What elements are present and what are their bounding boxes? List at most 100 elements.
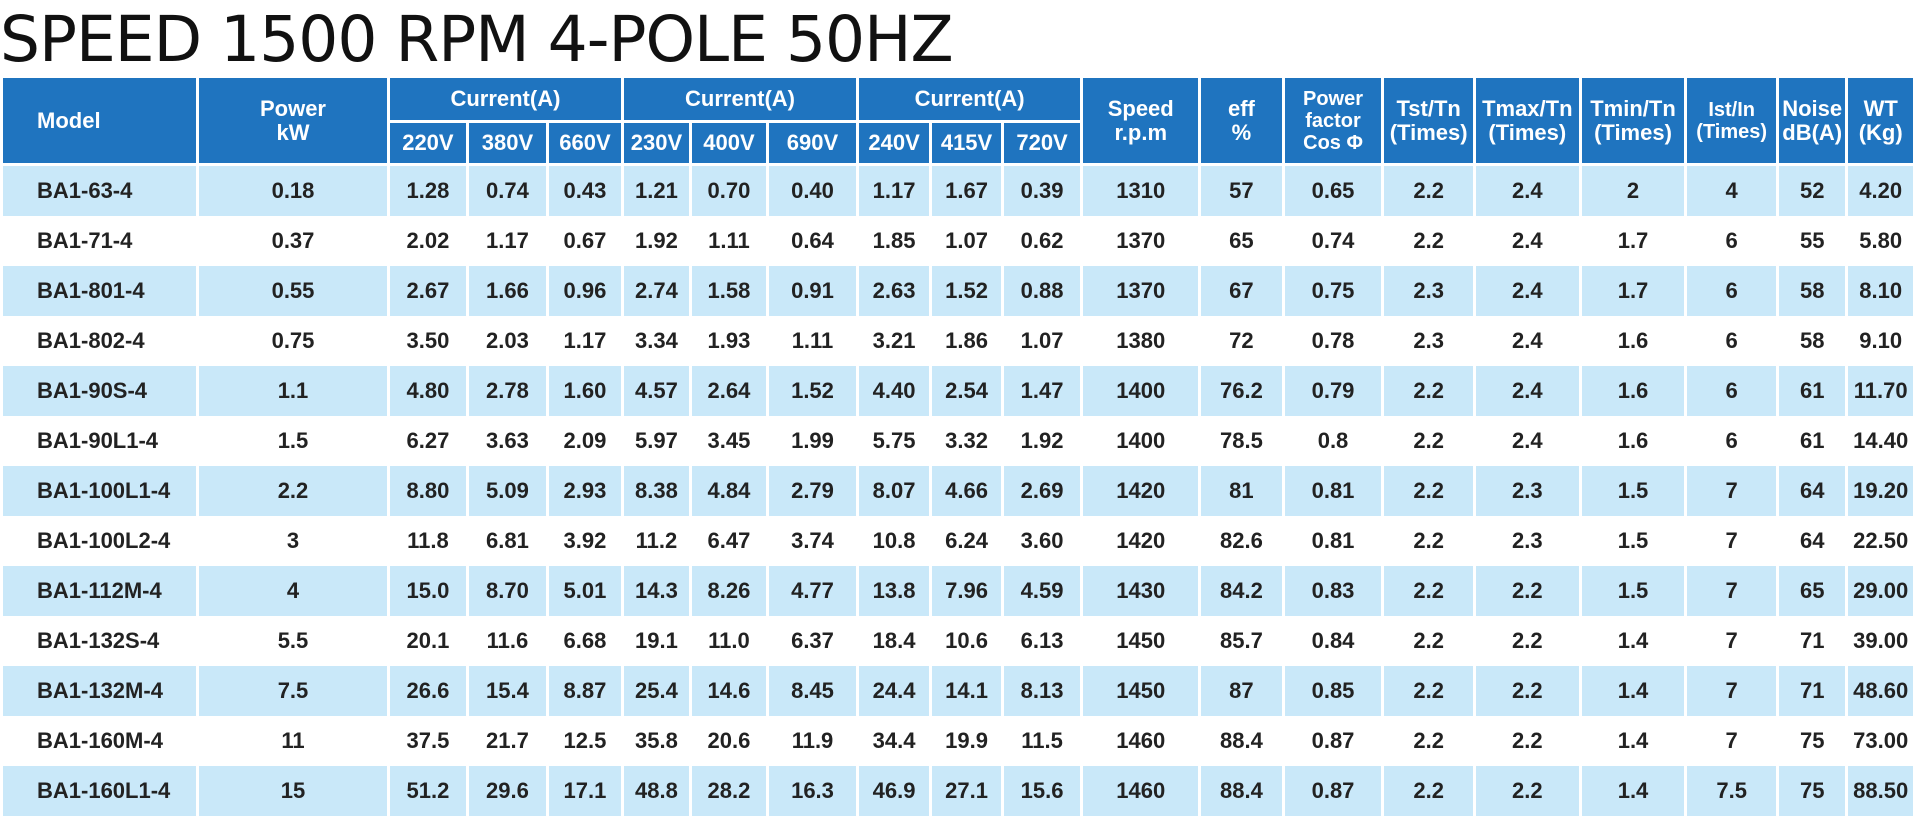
cell-weight-kg: 39.00 [1848,616,1913,666]
cell-current-220v: 2.02 [389,216,467,266]
header-wt: WT (Kg) [1848,78,1913,163]
header-ist: Ist/In (Times) [1687,78,1776,163]
cell-tst-tn: 2.3 [1384,266,1473,316]
cell-current-380v: 2.03 [469,316,546,366]
cell-power-factor: 0.81 [1284,466,1382,516]
cell-current-720v: 11.5 [1003,716,1081,766]
cell-tmax-tn: 2.4 [1475,416,1579,466]
cell-power-kw: 1.1 [199,366,387,416]
cell-tmax-tn: 2.4 [1475,216,1579,266]
cell-tmax-tn: 2.4 [1475,316,1579,366]
cell-tmin-tn: 1.5 [1581,566,1685,616]
cell-current-400v: 11.0 [691,616,767,666]
cell-current-720v: 15.6 [1003,766,1081,816]
header-voltage: 240V [858,120,930,163]
cell-ist-in: 6 [1687,216,1776,266]
cell-current-240v: 46.9 [858,766,930,816]
cell-weight-kg: 48.60 [1848,666,1913,716]
cell-current-400v: 20.6 [691,716,767,766]
header-pf-line2: factor [1305,109,1361,132]
cell-ist-in: 7.5 [1687,766,1776,816]
cell-efficiency: 78.5 [1201,416,1282,466]
cell-current-240v: 34.4 [858,716,930,766]
cell-power-factor: 0.8 [1284,416,1382,466]
cell-tmin-tn: 1.5 [1581,516,1685,566]
cell-tst-tn: 2.2 [1384,216,1473,266]
cell-power-factor: 0.78 [1284,316,1382,366]
header-wt-label: WT [1863,95,1898,121]
cell-current-220v: 26.6 [389,666,467,716]
header-power: Power kW [199,78,387,163]
cell-noise-dba: 65 [1778,566,1846,616]
cell-current-720v: 6.13 [1003,616,1081,666]
cell-current-415v: 6.24 [932,516,1001,566]
cell-current-720v: 4.59 [1003,566,1081,616]
cell-current-220v: 1.28 [389,163,467,216]
header-tmax-unit: (Times) [1488,119,1567,145]
cell-tmax-tn: 2.4 [1475,366,1579,416]
cell-efficiency: 88.4 [1201,716,1282,766]
cell-current-415v: 2.54 [932,366,1001,416]
cell-ist-in: 7 [1687,666,1776,716]
table-row: BA1-90S-4 1.1 4.80 2.78 1.60 4.57 2.64 1.52 4.40… [3,366,1913,416]
cell-power-factor: 0.83 [1284,566,1382,616]
header-pf-line1: Power [1302,87,1364,110]
cell-current-720v: 1.92 [1003,416,1081,466]
cell-tst-tn: 2.2 [1384,666,1473,716]
cell-noise-dba: 61 [1778,416,1846,466]
cell-tmin-tn: 1.7 [1581,266,1685,316]
cell-current-415v: 3.32 [932,416,1001,466]
cell-power-kw: 11 [199,716,387,766]
cell-noise-dba: 61 [1778,366,1846,416]
cell-noise-dba: 71 [1778,616,1846,666]
cell-ist-in: 6 [1687,416,1776,466]
cell-current-415v: 7.96 [932,566,1001,616]
cell-power-factor: 0.85 [1284,666,1382,716]
cell-current-230v: 2.74 [624,266,689,316]
header-tmax-label: Tmax/Tn [1482,95,1573,121]
cell-speed-rpm: 1450 [1083,666,1199,716]
cell-current-400v: 1.58 [691,266,767,316]
cell-current-380v: 5.09 [469,466,546,516]
header-speed: Speed r.p.m [1083,78,1199,163]
cell-ist-in: 7 [1687,466,1776,516]
cell-power-factor: 0.87 [1284,716,1382,766]
cell-power-kw: 15 [199,766,387,816]
cell-current-400v: 14.6 [691,666,767,716]
cell-noise-dba: 75 [1778,766,1846,816]
cell-speed-rpm: 1450 [1083,616,1199,666]
cell-current-690v: 4.77 [769,566,856,616]
cell-tst-tn: 2.2 [1384,716,1473,766]
page-title: SPEED 1500 RPM 4-POLE 50HZ [0,3,954,76]
cell-efficiency: 81 [1201,466,1282,516]
cell-weight-kg: 8.10 [1848,266,1913,316]
cell-tmin-tn: 1.6 [1581,416,1685,466]
cell-power-kw: 7.5 [199,666,387,716]
cell-current-690v: 0.40 [769,163,856,216]
cell-efficiency: 85.7 [1201,616,1282,666]
cell-current-220v: 4.80 [389,366,467,416]
cell-efficiency: 82.6 [1201,516,1282,566]
cell-current-720v: 0.39 [1003,163,1081,216]
cell-speed-rpm: 1400 [1083,416,1199,466]
cell-current-720v: 3.60 [1003,516,1081,566]
table-row: BA1-100L1-4 2.2 8.80 5.09 2.93 8.38 4.84 2.79 8.… [3,466,1913,516]
cell-current-240v: 2.63 [858,266,930,316]
header-tst-label: Tst/Tn [1396,95,1461,121]
header-power-unit: kW [276,119,310,145]
cell-ist-in: 6 [1687,316,1776,366]
cell-tmax-tn: 2.2 [1475,716,1579,766]
cell-current-400v: 8.26 [691,566,767,616]
cell-current-240v: 18.4 [858,616,930,666]
header-voltage: 400V [691,120,767,163]
header-current-group-3: Current(A) [858,78,1081,120]
cell-current-380v: 11.6 [469,616,546,666]
cell-current-415v: 1.07 [932,216,1001,266]
header-noise-label: Noise [1782,95,1843,121]
cell-speed-rpm: 1380 [1083,316,1199,366]
cell-ist-in: 7 [1687,566,1776,616]
table-row: BA1-801-4 0.55 2.67 1.66 0.96 2.74 1.58 0.91 2.6… [3,266,1913,316]
cell-power-kw: 0.18 [199,163,387,216]
cell-current-230v: 25.4 [624,666,689,716]
cell-current-415v: 27.1 [932,766,1001,816]
